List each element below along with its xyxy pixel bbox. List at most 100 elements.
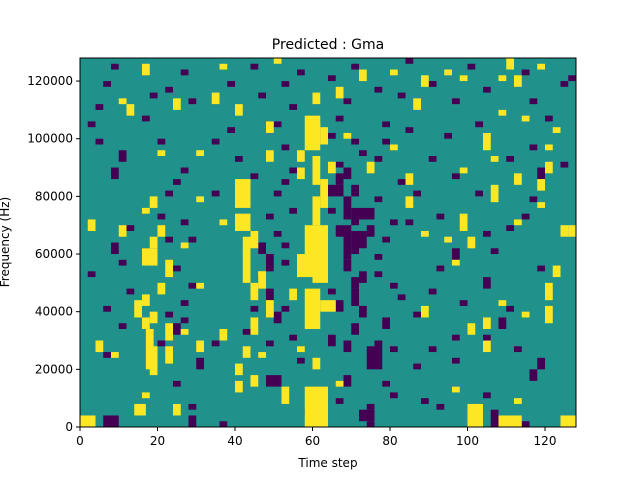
- heatmap-cell-low: [405, 58, 414, 64]
- heatmap-cell-low: [242, 328, 251, 335]
- heatmap-cell-high: [219, 328, 228, 341]
- heatmap-cell-high: [490, 156, 499, 162]
- heatmap-cell-low: [452, 98, 460, 105]
- heatmap-cell-high: [483, 340, 491, 353]
- heatmap-cell-low: [436, 403, 445, 410]
- heatmap-cell-low: [157, 213, 166, 220]
- heatmap-cell-high: [157, 150, 166, 157]
- heatmap-cell-low: [328, 288, 336, 295]
- heatmap-cell-low: [165, 311, 173, 318]
- heatmap-cell-high: [266, 121, 274, 133]
- heatmap-cell-high: [165, 259, 173, 278]
- heatmap-cell-low: [382, 121, 390, 128]
- heatmap-cell-high: [273, 58, 282, 64]
- heatmap-cell-high: [514, 75, 522, 87]
- heatmap-cell-low: [95, 138, 104, 145]
- heatmap-cell-high: [521, 115, 530, 122]
- heatmap-cell-high: [219, 63, 228, 70]
- heatmap-cell-high: [157, 225, 166, 237]
- heatmap-cell-low: [436, 213, 445, 220]
- heatmap-cell-low: [180, 300, 189, 306]
- heatmap-cell-high: [250, 282, 259, 301]
- heatmap-cell-low: [289, 334, 297, 341]
- heatmap-cell-low: [281, 179, 290, 185]
- heatmap-cell-high: [537, 179, 545, 191]
- y-tick-label: 120000: [27, 74, 73, 88]
- heatmap-cell-high: [312, 92, 321, 105]
- heatmap-cell-low: [452, 357, 460, 364]
- heatmap-cell-high: [149, 196, 158, 208]
- heatmap-cell-low: [475, 121, 483, 128]
- heatmap-cell-low: [374, 196, 383, 203]
- heatmap-cell-high: [250, 317, 259, 335]
- heatmap-cell-low: [196, 357, 204, 370]
- heatmap-cell-high: [459, 167, 468, 174]
- heatmap-cell-high: [421, 305, 429, 318]
- heatmap-cell-high: [165, 346, 173, 364]
- heatmap-cell-high: [142, 207, 150, 214]
- heatmap-cell-low: [366, 225, 375, 237]
- heatmap-cell-high: [149, 311, 158, 324]
- heatmap-cell-low: [428, 81, 437, 87]
- heatmap-cell-low: [211, 138, 220, 145]
- y-tick-label: 60000: [35, 247, 73, 261]
- heatmap-cell-low: [111, 63, 119, 70]
- heatmap-cell-low: [506, 305, 514, 312]
- heatmap-cell-low: [180, 69, 189, 76]
- heatmap-cell-high: [498, 300, 507, 306]
- heatmap-cell-low: [351, 288, 359, 306]
- heatmap-cell-high: [145, 328, 154, 370]
- heatmap-cell-low: [366, 403, 375, 410]
- heatmap-cell-low: [273, 311, 282, 324]
- y-axis: 0 20000 40000 60000 80000 100000 120000: [27, 74, 80, 434]
- heatmap-cell-low: [382, 138, 390, 145]
- heatmap-cell-low: [328, 334, 336, 347]
- heatmap-cell-low: [227, 81, 235, 87]
- heatmap-cell-low: [227, 127, 235, 133]
- heatmap-cell-low: [297, 69, 305, 76]
- x-tick-label: 80: [382, 434, 397, 448]
- heatmap-cell-low: [351, 323, 359, 335]
- heatmap-cell-low: [335, 115, 344, 122]
- heatmap-cell-high: [235, 179, 251, 208]
- heatmap-cell-low: [537, 167, 545, 180]
- heatmap-cell-low: [126, 225, 135, 231]
- heatmap-cell-low: [328, 207, 336, 214]
- heatmap-cell-low: [103, 305, 111, 312]
- heatmap-cell-high: [258, 271, 266, 278]
- heatmap-cell-high: [242, 236, 251, 255]
- heatmap-cell-low: [173, 380, 181, 387]
- heatmap-cell-low: [483, 277, 491, 289]
- heatmap-cell-high: [266, 150, 274, 162]
- heatmap-cell-low: [351, 277, 359, 289]
- heatmap-cell-low: [390, 282, 398, 289]
- y-tick-label: 0: [65, 420, 73, 434]
- heatmap-cell-high: [235, 213, 251, 231]
- heatmap-cell-low: [87, 121, 96, 128]
- heatmap-cell-high: [304, 288, 321, 329]
- heatmap-cell-low: [397, 92, 406, 99]
- heatmap-cell-high: [219, 219, 228, 226]
- heatmap-cell-high: [390, 69, 398, 76]
- heatmap-cell-low: [560, 161, 569, 168]
- heatmap-cell-low: [328, 184, 344, 197]
- x-tick-label: 60: [305, 434, 320, 448]
- heatmap-cell-low: [452, 248, 460, 260]
- heatmap-cell-high: [235, 363, 243, 376]
- heatmap-cell-high: [235, 104, 243, 116]
- heatmap-cell-high: [537, 63, 545, 70]
- heatmap-cell-high: [304, 115, 321, 151]
- heatmap-cell-high: [498, 75, 507, 82]
- heatmap-cell-high: [320, 300, 336, 312]
- heatmap-cell-high: [312, 254, 328, 283]
- heatmap-cell-low: [436, 265, 445, 272]
- heatmap-cell-high: [514, 173, 522, 185]
- heatmap-cell-low: [266, 288, 274, 301]
- heatmap-cell-high: [467, 323, 476, 335]
- heatmap-cell-high: [126, 104, 135, 116]
- heatmap-cell-high: [180, 242, 189, 249]
- y-axis-label: Frequency (Hz): [0, 197, 12, 288]
- heatmap-cell-low: [366, 346, 375, 370]
- heatmap-cell-low: [188, 236, 197, 243]
- heatmap-cell-low: [537, 265, 545, 272]
